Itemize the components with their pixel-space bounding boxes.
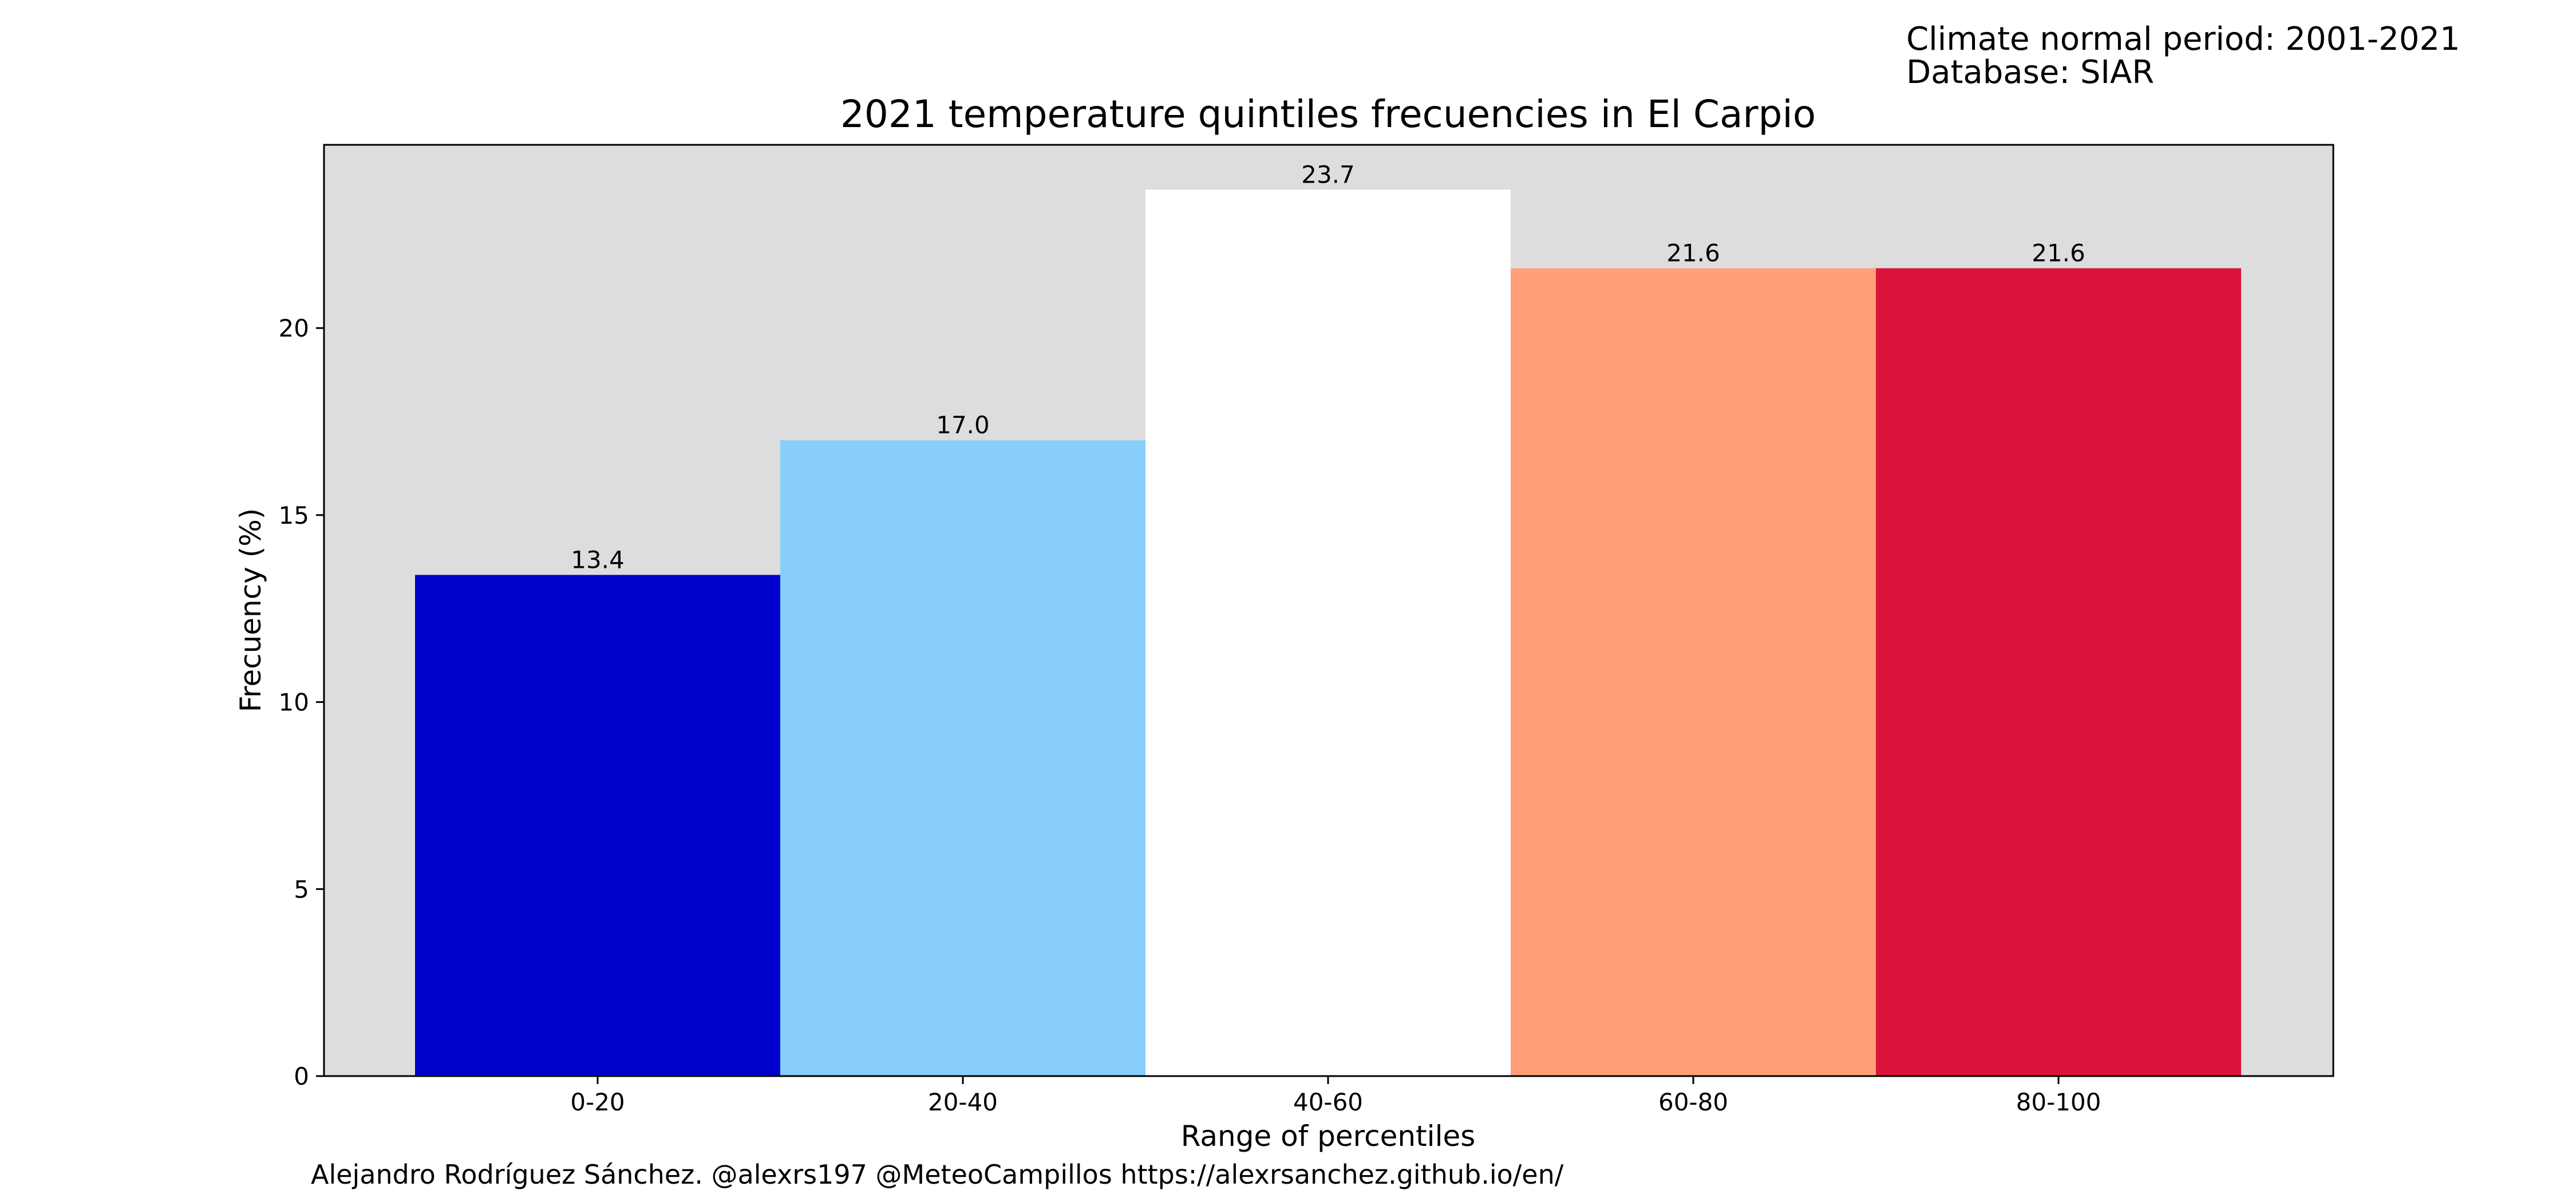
y-tick-label: 20	[279, 314, 309, 342]
y-axis-label: Frecuency (%)	[234, 508, 267, 712]
bar-value-label: 23.7	[1301, 160, 1355, 188]
x-tick-label: 80-100	[2016, 1088, 2101, 1116]
bar-value-label: 21.6	[2032, 239, 2085, 267]
y-tick-label: 0	[294, 1062, 309, 1090]
climate-period-note: Climate normal period: 2001-2021	[1906, 21, 2460, 58]
bar-value-label: 17.0	[936, 411, 990, 439]
y-tick-label: 5	[294, 875, 309, 903]
x-tick-label: 60-80	[1658, 1088, 1728, 1116]
x-axis-label: Range of percentiles	[1181, 1120, 1476, 1153]
bar-0-20	[415, 575, 780, 1076]
bar-20-40	[780, 440, 1145, 1076]
x-tick-label: 20-40	[928, 1088, 998, 1116]
x-tick-label: 0-20	[570, 1088, 625, 1116]
y-tick-label: 10	[279, 689, 309, 717]
bar-60-80	[1511, 268, 1876, 1077]
bar-value-label: 21.6	[1666, 239, 1720, 267]
chart-title: 2021 temperature quintiles frecuencies i…	[840, 92, 1816, 136]
author-credits: Alejandro Rodríguez Sánchez. @alexrs197 …	[311, 1159, 1564, 1190]
database-note: Database: SIAR	[1906, 54, 2155, 91]
bar-40-60	[1145, 189, 1511, 1076]
y-tick-label: 15	[279, 501, 309, 529]
bar-80-100	[1876, 268, 2241, 1077]
x-tick-label: 40-60	[1293, 1088, 1363, 1116]
bar-value-label: 13.4	[571, 545, 625, 574]
dataset-info: Climate normal period: 2001-2021 Databas…	[1906, 23, 2460, 89]
